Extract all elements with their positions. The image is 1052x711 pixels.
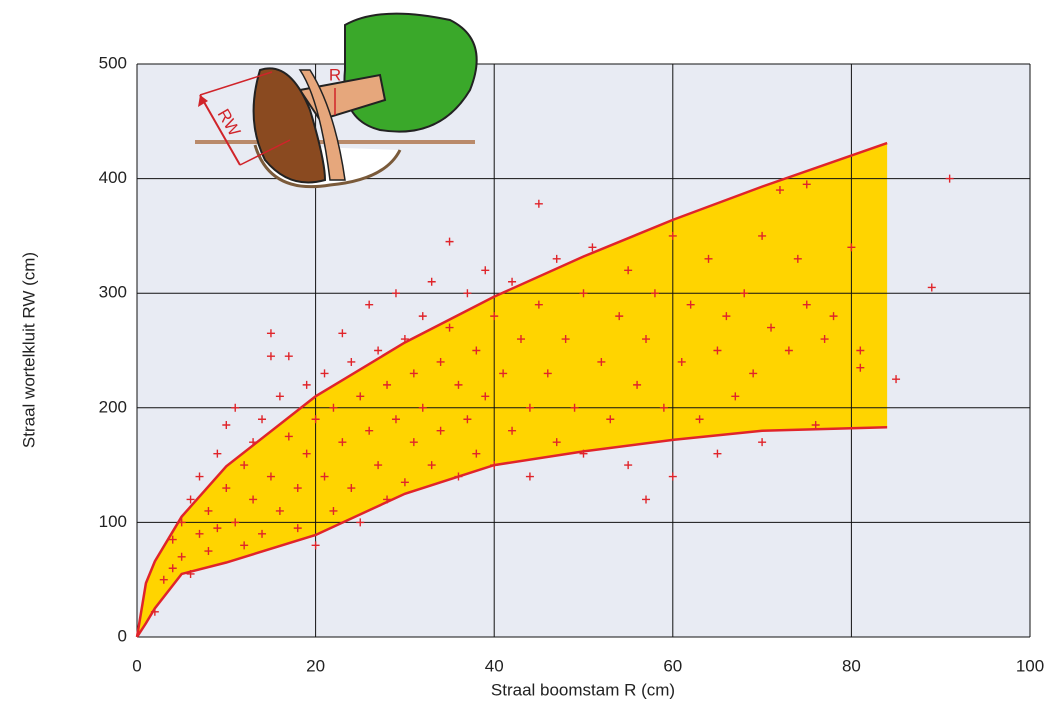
y-tick-label: 400 [99,168,127,187]
x-tick-label: 80 [842,656,861,675]
y-tick-label: 0 [118,626,127,645]
y-tick-label: 300 [99,283,127,302]
chart: R RW Straal boomstam R (cm) Straal worte… [0,0,1052,706]
x-tick-label: 40 [485,656,504,675]
x-axis-label: Straal boomstam R (cm) [491,680,675,699]
y-tick-label: 500 [99,53,127,72]
y-axis-label: Straal wortelkluit RW (cm) [19,252,38,448]
y-tick-label: 100 [99,512,127,531]
x-tick-label: 60 [663,656,682,675]
y-tick-label: 200 [99,397,127,416]
x-tick-label: 20 [306,656,325,675]
x-tick-label: 0 [132,656,141,675]
illustration-label: R [329,65,341,84]
x-tick-label: 100 [1016,656,1044,675]
